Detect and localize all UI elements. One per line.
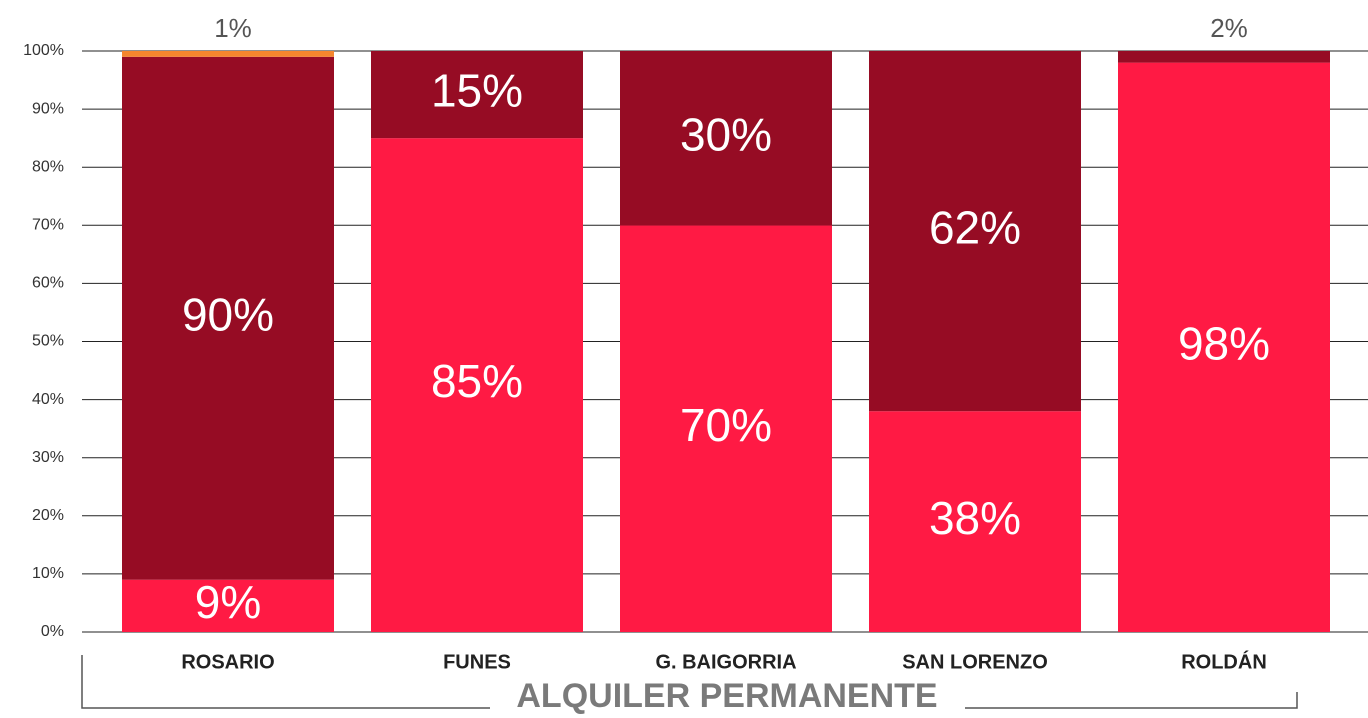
value-label: 62% [929,201,1021,253]
value-label: 1% [214,13,252,43]
bar-segment [1118,51,1330,63]
bar-segment [371,51,583,139]
bar-segment [620,51,832,226]
x-tick-label: ROSARIO [181,651,274,673]
x-tick-label: ROLDÁN [1181,650,1267,673]
value-label: 2% [1210,13,1248,43]
value-label: 90% [182,288,274,340]
bar-segment [620,225,832,633]
bar-segment [122,51,334,57]
y-tick-label: 40% [32,391,64,408]
y-tick-label: 80% [32,158,64,175]
bar-segment [869,51,1081,412]
y-tick-label: 20% [32,507,64,524]
value-label: 38% [929,492,1021,544]
bracket-left [81,655,490,709]
value-label: 98% [1178,317,1270,369]
y-tick-label: 30% [32,449,64,466]
x-tick-label: G. BAIGORRIA [655,651,796,673]
y-tick-label: 50% [32,333,64,350]
value-label: 70% [680,399,772,451]
bar-segment [869,411,1081,632]
bracket-right [965,692,1298,709]
y-tick-label: 60% [32,275,64,292]
bar-segment [122,579,334,632]
y-tick-label: 90% [32,100,64,117]
x-tick-label: FUNES [443,651,511,673]
y-tick-label: 0% [41,623,64,640]
y-tick-label: 100% [23,42,64,59]
bar-segment [371,138,583,632]
value-label: 9% [195,576,261,628]
y-tick-label: 10% [32,565,64,582]
x-axis-bracket [81,655,1298,709]
x-tick-label: SAN LORENZO [902,651,1048,673]
value-label: 85% [431,355,523,407]
bar-segment [122,56,334,580]
x-axis-label: ALQUILER PERMANENTE [516,677,937,715]
value-label: 15% [431,65,523,117]
value-label: 30% [680,108,772,160]
bar-segment [1118,62,1330,633]
y-tick-label: 70% [32,217,64,234]
